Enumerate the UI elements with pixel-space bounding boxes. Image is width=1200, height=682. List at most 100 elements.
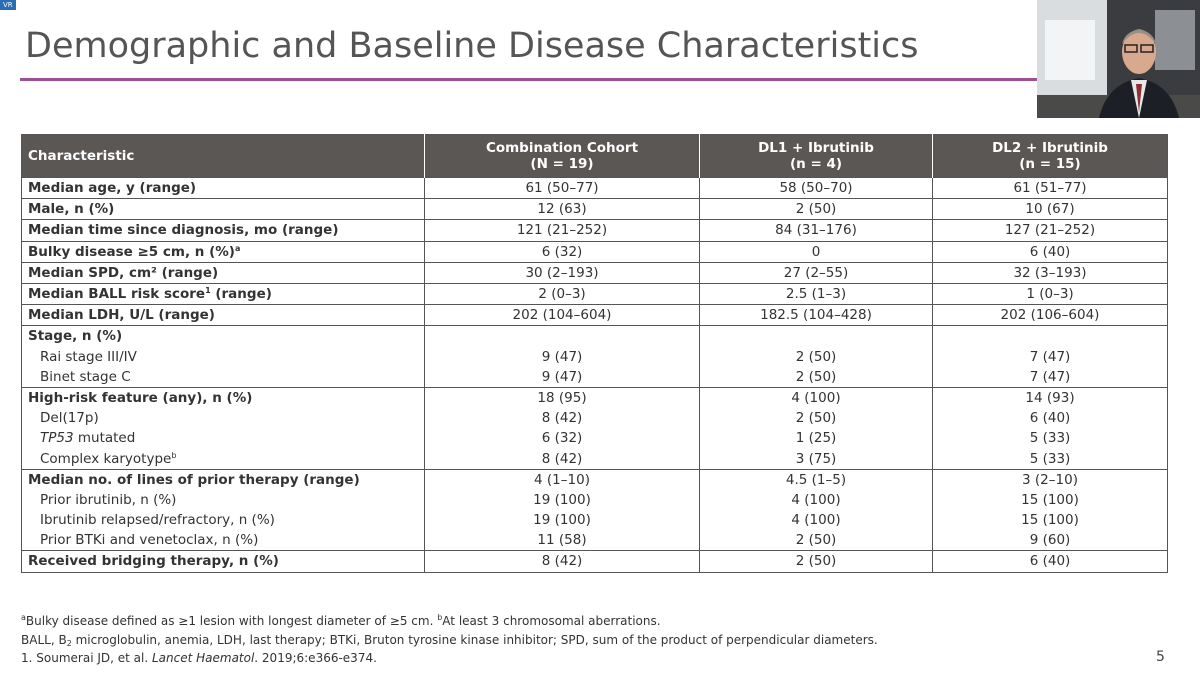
label-text: Median no. of lines of prior therapy (ra… <box>28 471 360 488</box>
footnote: aBulky disease defined as ≥1 lesion with… <box>21 612 878 631</box>
table-row: Median SPD, cm² (range) 30 (2–193) 27 (2–5… <box>21 261 1168 284</box>
value: 6 (40) <box>1029 553 1071 570</box>
row-label: Male, n (%) <box>21 198 425 220</box>
row-label: Prior BTKi and venetoclax, n (%) <box>22 530 425 551</box>
label-text: Rai stage III/IV <box>40 348 137 365</box>
label-text: (range) <box>210 286 272 303</box>
footnote-text: 1. Soumerai JD, et al. <box>21 651 152 665</box>
row-label: Ibrutinib relapsed/refractory, n (%) <box>22 510 425 530</box>
value: 8 (42) <box>541 553 583 570</box>
label-text: Complex karyotype <box>40 450 172 467</box>
value-cell: 182.5 (104–428) <box>699 304 933 326</box>
value-cell: 9 (47) <box>424 366 700 388</box>
value: 6 (32) <box>541 430 583 447</box>
webcam <box>1037 0 1200 118</box>
value-cell: 2 (50) <box>699 366 933 388</box>
value-cell: 2 (50) <box>699 408 933 429</box>
value-cell: 2 (50) <box>699 198 933 220</box>
value-cell <box>699 325 933 347</box>
table-row: Median no. of lines of prior therapy (ra… <box>21 468 1168 490</box>
footnotes: aBulky disease defined as ≥1 lesion with… <box>21 612 878 668</box>
label-text: Prior ibrutinib, n (%) <box>40 491 177 508</box>
label-text: Prior BTKi and venetoclax, n (%) <box>40 532 259 549</box>
footnote-text: 2 <box>66 638 72 648</box>
table-row: Prior ibrutinib, n (%) 19 (100) 4 (100) 15 … <box>22 489 1168 510</box>
value-cell: 5 (33) <box>932 428 1168 449</box>
value: 9 (47) <box>541 348 583 365</box>
value-cell: 202 (106–604) <box>932 304 1168 326</box>
value: 12 (63) <box>537 201 587 218</box>
footnote: 1. Soumerai JD, et al. Lancet Haematol. … <box>21 649 878 668</box>
value: 121 (21–252) <box>516 222 608 239</box>
value: 1 (25) <box>795 430 837 447</box>
value-cell: 30 (2–193) <box>424 261 700 284</box>
table-row: Received bridging therapy, n (%) 8 (42) 2 … <box>21 550 1168 573</box>
footnote-text: BALL, B <box>21 632 67 647</box>
value: 6 (40) <box>1029 243 1071 260</box>
header-line: (n = 15) <box>1019 156 1081 172</box>
label-text: Bulky disease ≥5 cm, n (%) <box>28 243 235 260</box>
value: 61 (51–77) <box>1013 180 1087 197</box>
value: 27 (2–55) <box>783 264 849 281</box>
column-header: DL2 + Ibrutinib (n = 15) <box>932 134 1168 178</box>
value: 1 (0–3) <box>1026 286 1074 303</box>
value: 202 (106–604) <box>1000 307 1100 324</box>
table-row: Median time since diagnosis, mo (range) 1… <box>21 219 1168 242</box>
row-label: Median SPD, cm² (range) <box>21 261 425 284</box>
value-cell: 8 (42) <box>424 550 700 573</box>
value-cell: 61 (50–77) <box>424 176 700 199</box>
value-cell: 2 (50) <box>699 550 933 573</box>
row-label: Binet stage C <box>22 367 425 388</box>
value-cell: 202 (104–604) <box>424 304 700 326</box>
value: 2 (50) <box>795 553 837 570</box>
table-row: TP53 mutated 6 (32) 1 (25) 5 (33) <box>22 428 1168 449</box>
label-text: Stage, n (%) <box>28 328 123 345</box>
value-cell: 10 (67) <box>932 198 1168 220</box>
label-italic: TP53 <box>40 430 74 447</box>
label-text: Received bridging therapy, n (%) <box>28 553 279 570</box>
label-text: Male, n (%) <box>28 201 115 218</box>
footnote-text: a <box>21 613 26 622</box>
slide-title: Demographic and Baseline Disease Charact… <box>25 26 919 66</box>
value: 9 (60) <box>1029 532 1071 549</box>
row-label: Median BALL risk score1 (range) <box>21 282 425 305</box>
table-row: Median age, y (range) 61 (50–77) 58 (50–70… <box>21 176 1168 199</box>
value-cell: 27 (2–55) <box>699 261 933 284</box>
title-rule <box>20 78 1038 81</box>
value-cell: 15 (100) <box>932 510 1168 531</box>
value: 2 (50) <box>795 348 837 365</box>
table-row: Ibrutinib relapsed/refractory, n (%) 19 (… <box>22 510 1168 531</box>
value-cell <box>424 325 700 347</box>
value: 10 (67) <box>1025 201 1075 218</box>
value: 8 (42) <box>541 410 583 427</box>
value-cell: 7 (47) <box>932 366 1168 388</box>
value: 4.5 (1–5) <box>785 471 847 488</box>
value: 5 (33) <box>1029 430 1071 447</box>
value: 2 (50) <box>795 368 837 385</box>
column-header: DL1 + Ibrutinib (n = 4) <box>699 134 933 178</box>
value: 58 (50–70) <box>779 180 853 197</box>
label-text: Median BALL risk score <box>28 286 206 303</box>
value: 84 (31–176) <box>775 222 857 239</box>
label-sup: b <box>171 450 177 460</box>
value-cell: 84 (31–176) <box>699 219 933 242</box>
value: 11 (58) <box>537 532 587 549</box>
value-cell: 32 (3–193) <box>932 261 1168 284</box>
row-label: Complex karyotypeb <box>22 448 425 469</box>
row-label: Received bridging therapy, n (%) <box>21 550 425 573</box>
row-label: Del(17p) <box>22 408 425 428</box>
table-row: Median LDH, U/L (range) 202 (104–604) 182.… <box>21 304 1168 326</box>
label-text: Del(17p) <box>40 410 99 427</box>
footnote-text: . 2019;6:e366-e374. <box>254 651 377 665</box>
value-cell: 3 (75) <box>699 448 933 470</box>
header-line: DL2 + Ibrutinib <box>992 140 1108 156</box>
label-text: Median time since diagnosis, mo (range) <box>28 222 339 239</box>
header-row: Characteristic Combination Cohort (N = 19)… <box>21 134 1168 178</box>
row-label: Median time since diagnosis, mo (range) <box>21 219 425 242</box>
value: 6 (40) <box>1029 410 1071 427</box>
page-number: 5 <box>1156 649 1165 665</box>
value: 127 (21–252) <box>1004 222 1096 239</box>
label-text: mutated <box>73 430 136 447</box>
value: 30 (2–193) <box>525 264 599 281</box>
